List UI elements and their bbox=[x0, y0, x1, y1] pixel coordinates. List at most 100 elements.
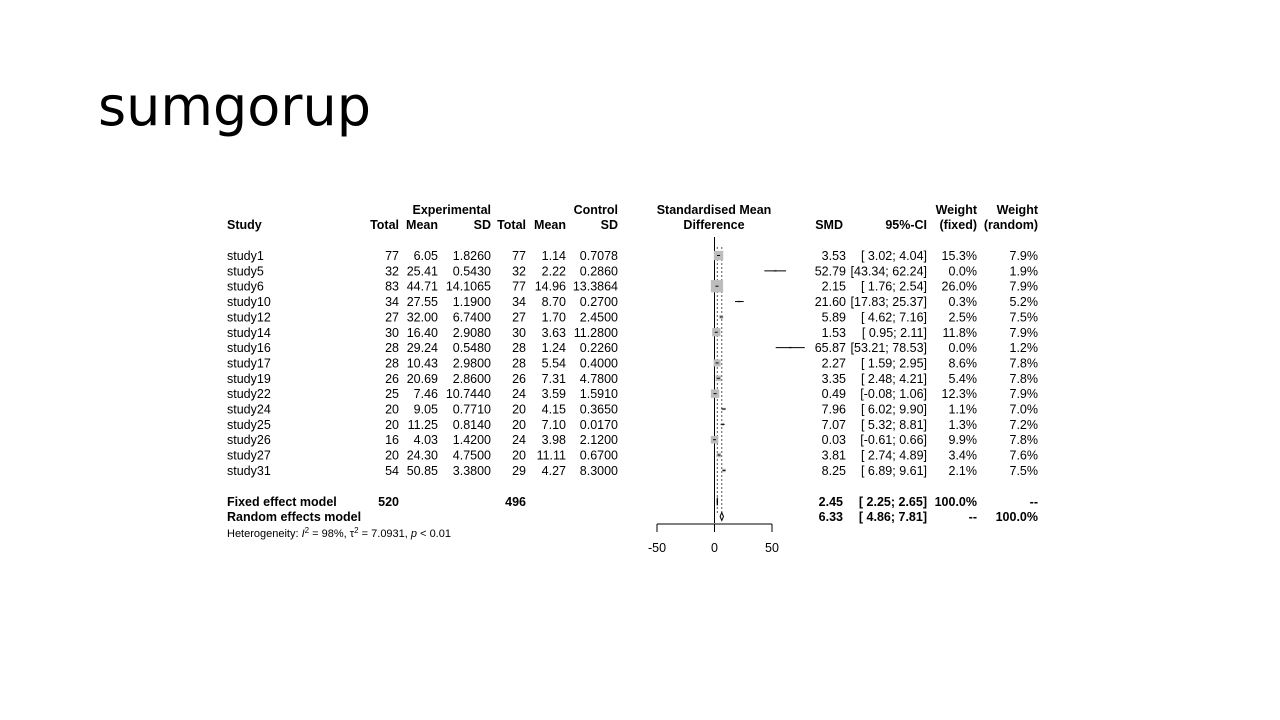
random-effect-row: Random effects model 6.33 [ 4.86; 7.81] -- 1… bbox=[227, 510, 1038, 524]
header-weight-random-1: Weight bbox=[997, 203, 1039, 217]
study-rows: study1 77 6.05 1.8260 77 1.14 0.7078 3.53 [ 3.02… bbox=[227, 249, 1038, 478]
e-total: 26 bbox=[385, 372, 399, 386]
weight-random: 7.8% bbox=[1010, 372, 1039, 386]
weight-random: 7.0% bbox=[1010, 403, 1039, 417]
e-total: 20 bbox=[385, 418, 399, 432]
c-total: 20 bbox=[512, 449, 526, 463]
c-total: 27 bbox=[512, 310, 526, 324]
weight-fixed: -- bbox=[969, 510, 977, 524]
smd-value: 21.60 bbox=[815, 295, 846, 309]
smd-value: 2.15 bbox=[822, 280, 846, 294]
weight-random: 7.9% bbox=[1010, 326, 1039, 340]
e-sd: 1.1900 bbox=[453, 295, 491, 309]
study-name: study17 bbox=[227, 356, 271, 370]
e-total: 54 bbox=[385, 464, 399, 478]
c-total: 20 bbox=[512, 418, 526, 432]
study-row-study10: study10 34 27.55 1.1900 34 8.70 0.2700 21.60 [17… bbox=[227, 295, 1038, 309]
x-axis: -50 0 50 bbox=[648, 523, 779, 555]
study-name: study19 bbox=[227, 372, 271, 386]
weight-random: 100.0% bbox=[996, 510, 1038, 524]
study-name: study31 bbox=[227, 464, 271, 478]
study-name: study25 bbox=[227, 418, 271, 432]
c-sd: 2.1200 bbox=[580, 433, 618, 447]
ci-value: [ 4.86; 7.81] bbox=[859, 510, 927, 524]
study-name: study5 bbox=[227, 264, 264, 278]
weight-fixed: 100.0% bbox=[935, 495, 977, 509]
fixed-effect-row: Fixed effect model 520 496 2.45 [ 2.25; 2.65… bbox=[227, 495, 1038, 509]
study-row-study22: study22 25 7.46 10.7440 24 3.59 1.5910 0.49 [-0.… bbox=[227, 387, 1038, 401]
ci-value: [17.83; 25.37] bbox=[851, 295, 927, 309]
e-total: 25 bbox=[385, 387, 399, 401]
weight-random: 7.2% bbox=[1010, 418, 1039, 432]
c-total: 32 bbox=[512, 264, 526, 278]
weight-random: 7.8% bbox=[1010, 356, 1039, 370]
e-sd: 6.7400 bbox=[453, 310, 491, 324]
smd-value: 0.49 bbox=[822, 387, 846, 401]
ci-value: [ 5.32; 8.81] bbox=[861, 418, 927, 432]
e-sd: 0.8140 bbox=[453, 418, 491, 432]
c-sd: 0.7078 bbox=[580, 249, 618, 263]
study-name: study26 bbox=[227, 433, 271, 447]
ci-value: [ 2.48; 4.21] bbox=[861, 372, 927, 386]
ci-value: [ 1.59; 2.95] bbox=[861, 356, 927, 370]
smd-value: 2.27 bbox=[822, 356, 846, 370]
slide-title: sumgorup bbox=[98, 75, 371, 138]
e-mean: 25.41 bbox=[407, 264, 438, 278]
e-mean: 10.43 bbox=[407, 356, 438, 370]
e-mean: 11.25 bbox=[408, 418, 438, 432]
c-sd: 0.2860 bbox=[580, 264, 618, 278]
weight-fixed: 26.0% bbox=[942, 280, 977, 294]
c-mean: 1.70 bbox=[542, 310, 566, 324]
weight-random: 7.9% bbox=[1010, 249, 1039, 263]
smd-value: 3.53 bbox=[822, 249, 846, 263]
model-name: Fixed effect model bbox=[227, 495, 337, 509]
e-sd: 0.5430 bbox=[453, 264, 491, 278]
e-sd: 0.5480 bbox=[453, 341, 491, 355]
smd-value: 6.33 bbox=[819, 510, 843, 524]
smd-value: 7.07 bbox=[822, 418, 846, 432]
weight-fixed: 1.1% bbox=[949, 403, 978, 417]
smd-value: 2.45 bbox=[819, 495, 843, 509]
study-name: study27 bbox=[227, 449, 271, 463]
x-tick-label: -50 bbox=[648, 541, 666, 555]
e-mean: 29.24 bbox=[407, 341, 438, 355]
study-row-study31: study31 54 50.85 3.3800 29 4.27 8.3000 8.25 [ 6.… bbox=[227, 464, 1038, 478]
c-sd: 13.3864 bbox=[573, 280, 618, 294]
model-name: Random effects model bbox=[227, 510, 361, 524]
c-mean: 14.96 bbox=[535, 280, 566, 294]
study-name: study12 bbox=[227, 310, 271, 324]
c-sd: 0.2260 bbox=[580, 341, 618, 355]
smd-value: 65.87 bbox=[815, 341, 846, 355]
c-mean: 5.54 bbox=[542, 356, 566, 370]
study-row-study1: study1 77 6.05 1.8260 77 1.14 0.7078 3.53 [ 3.02… bbox=[227, 249, 1038, 263]
e-mean: 4.03 bbox=[414, 433, 438, 447]
c-sd: 4.7800 bbox=[580, 372, 618, 386]
smd-value: 0.03 bbox=[822, 433, 846, 447]
weight-fixed: 12.3% bbox=[942, 387, 977, 401]
header-e-sd: SD bbox=[474, 218, 491, 232]
c-sd: 11.2800 bbox=[574, 326, 618, 340]
ci-value: [ 4.62; 7.16] bbox=[861, 310, 927, 324]
weight-fixed: 3.4% bbox=[949, 449, 978, 463]
ci-value: [43.34; 62.24] bbox=[851, 264, 927, 278]
c-mean: 7.10 bbox=[542, 418, 566, 432]
study-name: study16 bbox=[227, 341, 271, 355]
weight-random: 7.5% bbox=[1010, 310, 1039, 324]
e-total: 20 bbox=[385, 403, 399, 417]
e-sd: 0.7710 bbox=[453, 403, 491, 417]
e-total: 34 bbox=[385, 295, 399, 309]
c-sd: 0.4000 bbox=[580, 356, 618, 370]
ci-value: [ 2.74; 4.89] bbox=[861, 449, 927, 463]
c-total: 24 bbox=[512, 387, 526, 401]
weight-random: -- bbox=[1030, 495, 1038, 509]
header-smd-title-1: Standardised Mean bbox=[657, 203, 772, 217]
c-mean: 1.14 bbox=[542, 249, 566, 263]
x-tick-label: 0 bbox=[711, 541, 718, 555]
smd-value: 1.53 bbox=[822, 326, 846, 340]
header-weight-fixed-2: (fixed) bbox=[940, 218, 978, 232]
smd-value: 8.25 bbox=[822, 464, 846, 478]
e-sd: 1.8260 bbox=[453, 249, 491, 263]
e-sd: 2.8600 bbox=[453, 372, 491, 386]
study-name: study10 bbox=[227, 295, 271, 309]
